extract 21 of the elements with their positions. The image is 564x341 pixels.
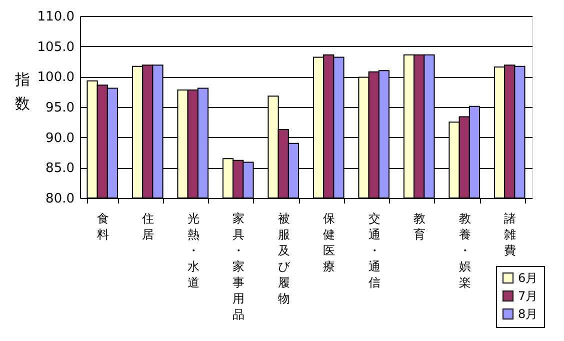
x-tick-label: 保健医療 — [323, 212, 336, 274]
x-tick-label: 教養・娯楽 — [458, 212, 471, 290]
legend-label: 7月 — [518, 289, 538, 303]
x-tick-label: 光熱・水道 — [187, 212, 200, 290]
y-axis-title: 指数 — [14, 70, 30, 112]
y-tick-label: 105.0 — [37, 40, 74, 55]
legend-label: 8月 — [518, 307, 538, 321]
x-tick-label: 家具・家事用品 — [232, 212, 245, 322]
x-tick-label: 教育 — [414, 212, 426, 242]
x-tick-label: 食料 — [96, 212, 109, 242]
y-tick-label: 100.0 — [37, 70, 74, 86]
x-tick-label: 被服及び履物 — [278, 212, 291, 306]
y-tick-label: 95.0 — [46, 100, 74, 116]
x-tick-label: 諸雑費 — [504, 212, 516, 258]
y-tick-label: 90.0 — [46, 130, 74, 146]
y-tick-label: 85.0 — [46, 161, 74, 176]
legend-label: 6月 — [518, 271, 538, 285]
x-tick-label: 交通・通信 — [368, 212, 380, 290]
x-tick-label: 住居 — [141, 212, 154, 242]
y-tick-label: 80.0 — [46, 192, 74, 206]
y-tick-label: 110.0 — [37, 10, 74, 24]
